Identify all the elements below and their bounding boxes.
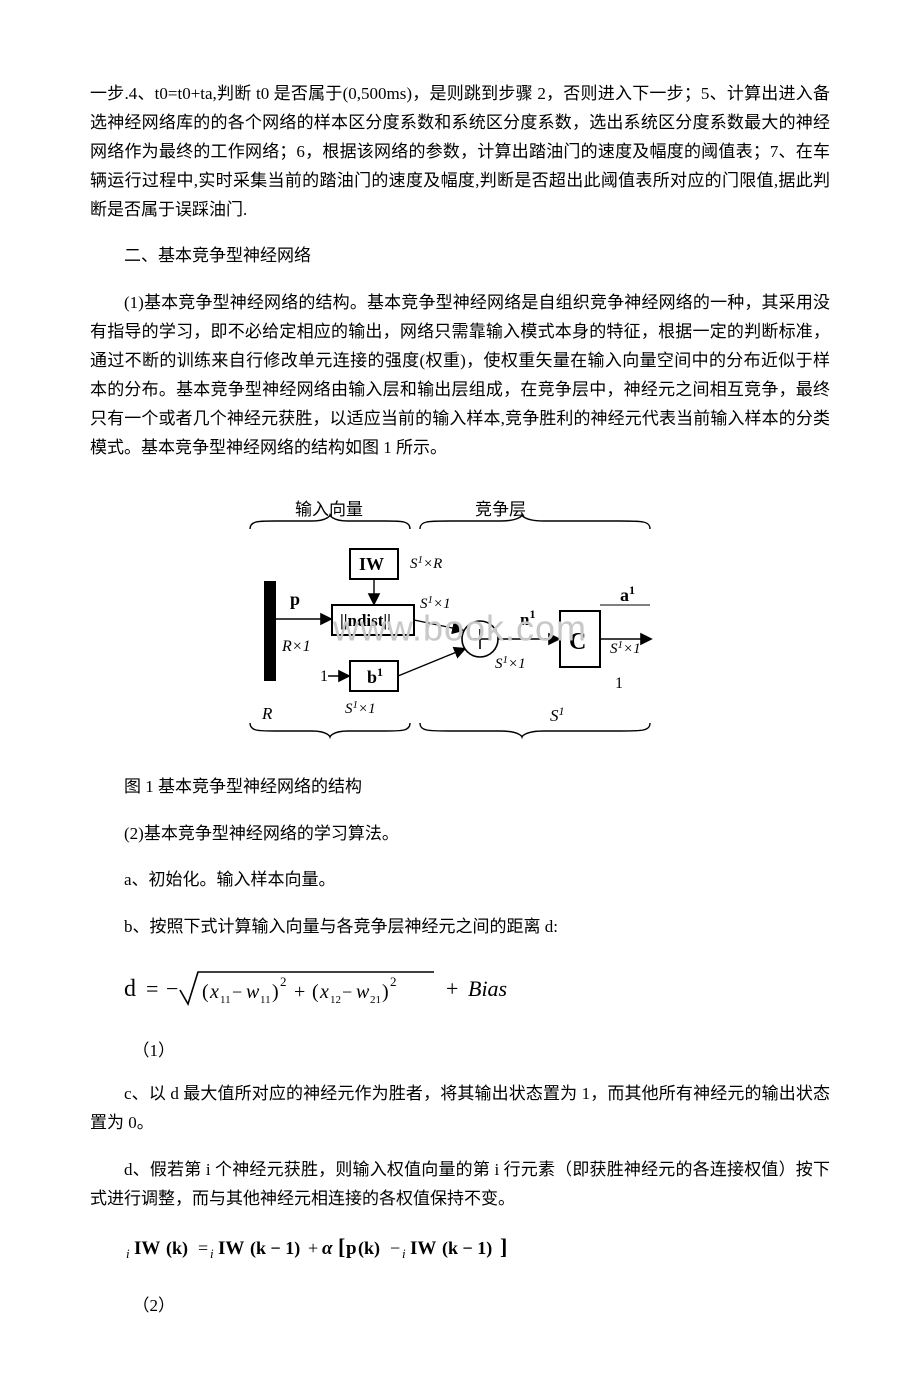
equation-2-number: （2） [133, 1292, 831, 1321]
svg-text:i: i [402, 1246, 406, 1261]
svg-text:=: = [146, 976, 158, 1001]
text-IW: IW [359, 554, 384, 574]
svg-text:(k): (k) [166, 1238, 188, 1259]
svg-text:(k − 1): (k − 1) [250, 1238, 300, 1259]
svg-text:12: 12 [330, 994, 341, 1006]
svg-text:−: − [342, 982, 352, 1002]
svg-text:): ) [382, 981, 389, 1003]
dim-b1: S1×1 [345, 699, 376, 717]
svg-text:2: 2 [280, 974, 287, 989]
one-under-a: 1 [615, 675, 623, 692]
svg-text:(: ( [312, 981, 319, 1003]
svg-text:IW: IW [410, 1238, 436, 1259]
svg-text:(: ( [202, 981, 209, 1003]
svg-text:+: + [294, 981, 305, 1003]
svg-text:−: − [232, 982, 242, 1002]
dim-R-bottom: R [261, 704, 273, 723]
paragraph-top: 一步.4、t0=t0+ta,判断 t0 是否属于(0,500ms)，是则跳到步骤… [90, 80, 830, 224]
svg-text:−: − [390, 1238, 400, 1258]
brace-S1-bottom [420, 723, 650, 737]
svg-text:α: α [322, 1238, 333, 1259]
step-a: a、初始化。输入样本向量。 [90, 866, 830, 895]
svg-text:+: + [308, 1238, 318, 1258]
dim-sum: S1×1 [495, 654, 526, 672]
svg-text:(k): (k) [358, 1238, 380, 1259]
equation-2: i IW (k) = i IW (k − 1) + α [ p (k) − i … [124, 1232, 830, 1276]
step-b: b、按照下式计算输入向量与各竞争层神经元之间的距离 d: [90, 913, 830, 942]
svg-text:Bias: Bias [468, 976, 507, 1001]
svg-text:p: p [346, 1238, 357, 1259]
svg-text:i: i [210, 1246, 214, 1261]
input-bar [264, 581, 276, 681]
step-c: c、以 d 最大值所对应的神经元作为胜者，将其输出状态置为 1，而其他所有神经元… [90, 1080, 830, 1138]
svg-text:d: d [124, 976, 136, 1002]
paragraph-2-intro: (2)基本竞争型神经网络的学习算法。 [90, 820, 830, 849]
equation-1: d = − ( x 11 − w 11 ) 2 + ( x 12 − w 21 … [124, 960, 830, 1020]
svg-text:21: 21 [370, 994, 381, 1006]
dim-a1: S1×1 [610, 639, 641, 657]
svg-text:(k − 1): (k − 1) [442, 1238, 492, 1259]
svg-text:i: i [126, 1246, 130, 1261]
svg-text:w: w [246, 981, 260, 1003]
figure-1-diagram: www.book.com 输入向量 竞争层 p R×1 IW S1×R ||nd… [220, 493, 700, 753]
dim-ndist-out: S1×1 [420, 594, 451, 612]
svg-text:]: ] [500, 1234, 507, 1259]
svg-text:2: 2 [390, 974, 397, 989]
svg-text:=: = [198, 1238, 208, 1258]
svg-text:[: [ [338, 1234, 345, 1259]
svg-text:−: − [166, 976, 178, 1001]
sym-n1: n1 [520, 607, 535, 629]
brace-compete-top [420, 515, 650, 529]
step-d: d、假若第 i 个神经元获胜，则输入权值向量的第 i 行元素（即获胜神经元的各连… [90, 1156, 830, 1214]
brace-R-bottom [250, 723, 410, 737]
svg-text:): ) [272, 981, 279, 1003]
arrow-b-sum [398, 649, 464, 676]
dim-S1R-S: S1×R [410, 554, 442, 572]
text-C: C [569, 629, 586, 655]
svg-text:x: x [209, 981, 219, 1003]
paragraph-structure: (1)基本竞争型神经网络的结构。基本竞争型神经网络是自组织竞争神经网络的一种，其… [90, 289, 830, 462]
one-to-b: 1 [320, 668, 328, 685]
heading-section-2: 二、基本竞争型神经网络 [90, 242, 830, 271]
text-ndist: ||ndist|| [340, 611, 391, 630]
label-compete-layer: 竞争层 [475, 500, 526, 519]
dim-S1-bottom: S1 [550, 704, 565, 725]
svg-text:w: w [356, 981, 370, 1003]
svg-text:11: 11 [260, 994, 271, 1006]
svg-text:x: x [319, 981, 329, 1003]
svg-text:IW: IW [218, 1238, 244, 1259]
sym-a1: a1 [620, 583, 635, 605]
dim-R1: R×1 [281, 638, 311, 655]
figure-1-caption: 图 1 基本竞争型神经网络的结构 [90, 773, 830, 802]
arrow-ndist-sum [414, 620, 462, 630]
svg-text:IW: IW [134, 1238, 160, 1259]
network-structure-svg: 输入向量 竞争层 p R×1 IW S1×R ||ndist|| S1×1 [220, 493, 700, 753]
svg-text:11: 11 [220, 994, 231, 1006]
sym-p: p [290, 589, 300, 609]
svg-text:+: + [446, 976, 458, 1001]
equation-1-number: （1） [133, 1037, 831, 1066]
